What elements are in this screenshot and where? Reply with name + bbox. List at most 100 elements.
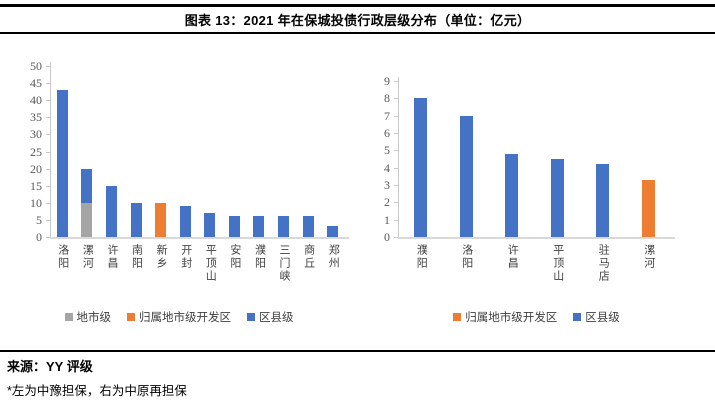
y-tick-label: 0 [36,230,42,244]
legend-label: 地市级 [76,312,112,324]
x-category-label: 开封 [179,244,192,270]
y-tick-mark [46,134,50,136]
legend-swatch [64,313,73,321]
x-axis-line [398,237,675,239]
figure-title: 图表 13：2021 年在保城投债行政层级分布（单位：亿元） [184,13,531,28]
legend-right: 归属地市级开发区 区县级 [358,309,715,325]
y-tick-mark [46,168,50,170]
y-tick-mark [46,151,50,153]
y-tick-mark [46,117,50,119]
legend-swatch [247,313,255,321]
source-text: 来源：YY 评级 [7,359,93,374]
x-category-label: 濮阳 [253,244,266,270]
title-rule [0,32,715,34]
bar-segment [130,202,142,237]
bar-segment [105,185,117,237]
bar-chart-right: 0 1 2 3 4 5 6 7 8 9 濮阳 洛阳 许昌 平顶山 驻马店 漯河 [358,55,715,305]
x-category-label: 濮阳 [415,244,428,270]
y-tick-mark [394,115,398,117]
x-category-label: 漯河 [642,244,655,270]
legend-item: 归属地市级开发区 [453,309,557,325]
bar-chart-left: 0 5 10 15 20 25 30 35 40 45 50 洛阳 漯河 许昌 南阳 新乡 开封 平顶山 安阳 濮阳三… [0,55,358,305]
bar-segment [253,216,265,237]
bar-segment [550,159,564,237]
y-tick-label: 25 [30,144,42,159]
x-category-label: 洛阳 [460,244,473,270]
x-category-label: 新乡 [155,244,168,270]
y-tick-mark [46,202,50,204]
y-tick-label: 35 [30,110,42,125]
legend-swatch [127,313,135,321]
legend-item: 区县级 [247,309,294,325]
y-tick-label: 45 [30,76,42,91]
y-tick-mark [46,237,50,238]
x-category-label: 漯河 [81,244,94,270]
x-category-label: 洛阳 [56,244,69,270]
x-category-label: 郑州 [327,244,340,270]
y-tick-label: 15 [30,178,42,193]
bar-segment [155,202,167,237]
x-category-label: 平顶山 [551,244,564,283]
y-tick-label: 4 [384,160,390,175]
x-axis-line [50,237,349,239]
y-tick-label: 8 [384,91,390,106]
y-tick-mark [394,150,398,152]
legend-label: 归属地市级开发区 [465,312,558,324]
x-category-label: 平顶山 [204,244,217,283]
y-tick-label: 10 [30,195,42,210]
y-tick-label: 30 [30,127,42,142]
x-category-label: 驻马店 [597,244,610,283]
legend-label: 区县级 [585,312,620,324]
bar-segment [81,202,93,237]
legend-item: 区县级 [573,309,620,325]
x-category-label: 商丘 [302,244,315,270]
legend-swatch [573,313,582,321]
y-tick-label: 2 [384,195,390,210]
legend-left: 地市级 归属地市级开发区 区县级 [0,309,358,325]
x-category-label: 南阳 [130,244,143,270]
bar-segment [204,213,216,237]
y-tick-mark [394,237,398,238]
y-tick-mark [394,98,398,100]
y-tick-mark [394,133,398,134]
top-rule [0,4,715,7]
bar-segment [327,226,339,237]
bar-segment [56,89,68,237]
x-category-label: 安阳 [228,244,241,270]
y-tick-label: 5 [384,143,390,158]
bar-segment [414,98,428,237]
y-tick-mark [394,219,398,221]
y-axis-line [50,62,51,239]
bar-segment [278,216,290,237]
y-tick-label: 40 [30,93,42,108]
legend-label: 归属地市级开发区 [139,312,231,324]
bar-segment [459,115,473,237]
y-tick-mark [46,66,50,67]
y-tick-mark [394,167,398,169]
bar-segment [596,164,610,237]
y-axis-line [398,77,399,239]
legend-item: 归属地市级开发区 [127,309,231,325]
x-category-label: 许昌 [506,244,519,270]
bar-segment [228,216,240,237]
y-tick-mark [46,219,50,221]
y-tick-label: 9 [384,74,390,88]
y-tick-label: 1 [384,212,390,227]
y-tick-label: 20 [30,161,42,176]
x-category-label: 三门峡 [278,244,291,283]
y-tick-label: 6 [384,126,390,140]
y-tick-mark [394,202,398,204]
y-tick-mark [46,83,50,85]
y-tick-label: 5 [36,212,42,227]
y-tick-label: 7 [384,108,390,123]
x-category-label: 许昌 [105,244,118,270]
bar-segment [302,216,314,237]
bar-segment [505,153,519,237]
y-tick-mark [394,185,398,186]
bar-segment [641,179,655,237]
legend-item: 地市级 [64,309,112,325]
bar-segment [81,168,93,203]
footer-rule [0,350,715,352]
y-tick-label: 3 [384,178,390,192]
